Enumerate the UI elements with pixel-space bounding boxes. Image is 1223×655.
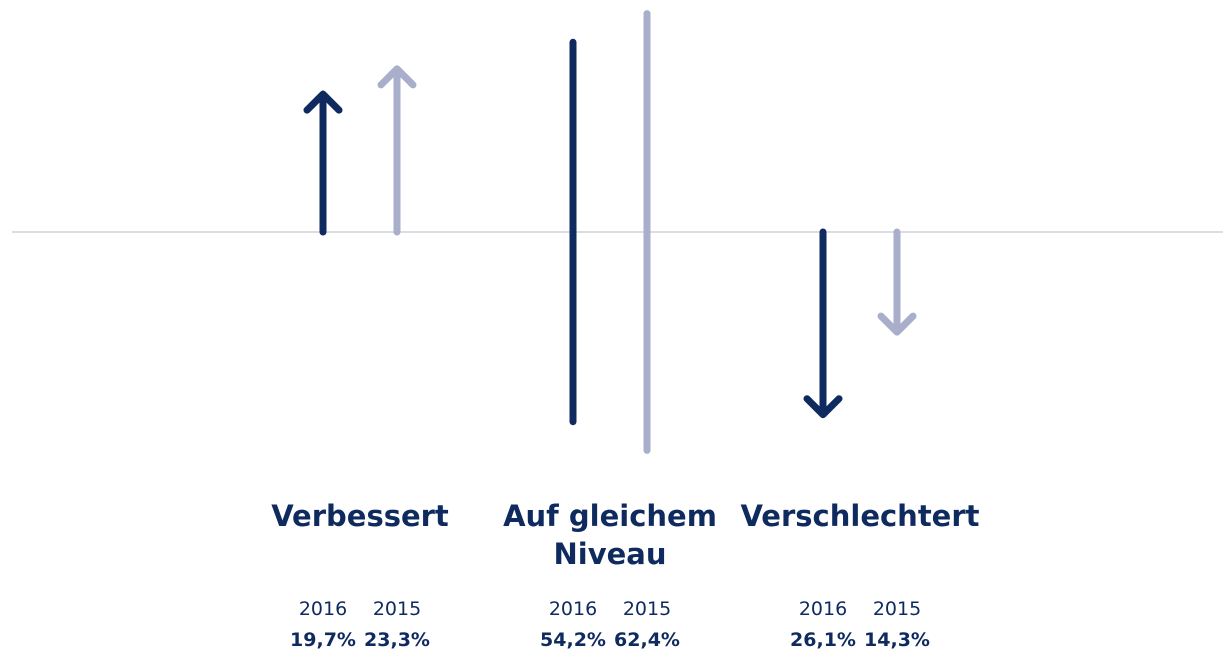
category-label: Verschlechtert (740, 499, 980, 533)
value-label: 14,3% (864, 629, 930, 651)
value-label: 54,2% (540, 629, 606, 651)
value-label: 26,1% (790, 629, 856, 651)
value-label: 19,7% (290, 629, 356, 651)
category-label: Verbessert (271, 499, 449, 533)
arrow (377, 65, 417, 236)
arrow (803, 228, 843, 419)
value-label: 62,4% (614, 629, 680, 651)
series-label: 2015 (622, 598, 672, 620)
arrow (877, 228, 917, 336)
series-label: 2016 (548, 598, 598, 620)
series-label: 2015 (872, 598, 922, 620)
series-label: 2016 (798, 598, 848, 620)
arrow (303, 90, 343, 236)
series-label: 2016 (298, 598, 348, 620)
category-label: Auf gleichem Niveau (503, 499, 717, 571)
series-label: 2015 (372, 598, 422, 620)
value-label: 23,3% (364, 629, 430, 651)
